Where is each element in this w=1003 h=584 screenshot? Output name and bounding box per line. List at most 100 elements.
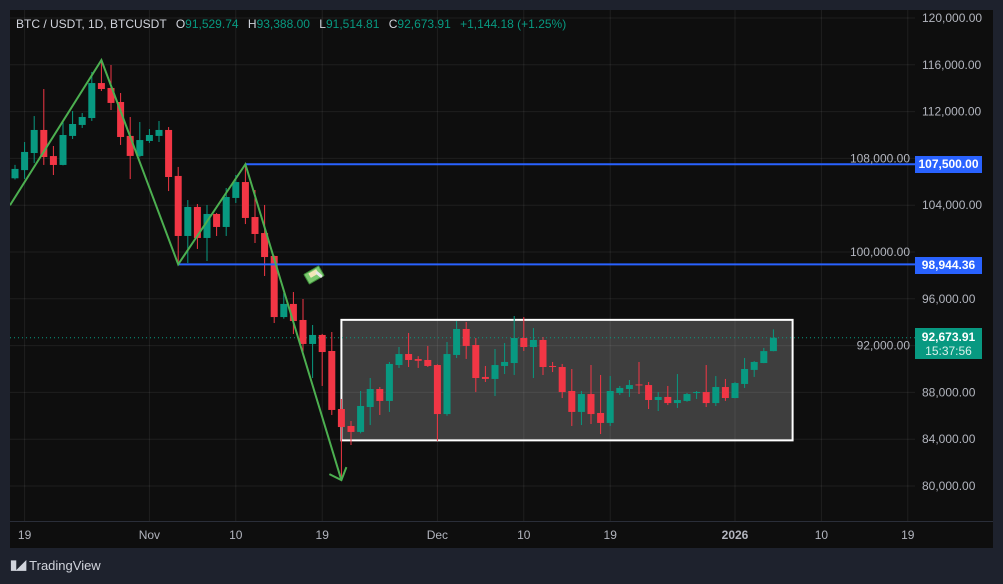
candle-body: [721, 387, 729, 399]
candle-body: [424, 359, 432, 366]
candle-body: [126, 135, 134, 156]
candle-body: [520, 337, 528, 348]
candle-body: [529, 339, 537, 348]
candle-body: [357, 405, 365, 432]
logo-text: TradingView: [29, 557, 101, 573]
candle-body: [741, 369, 749, 384]
candle-body: [587, 394, 595, 415]
candle-body: [11, 168, 19, 179]
candle-body: [539, 339, 547, 368]
candle-body: [385, 363, 393, 401]
candle-body: [347, 425, 355, 432]
candle-body: [40, 129, 48, 157]
candle-body: [232, 182, 240, 198]
tradingview-logo-icon: ▮◢: [10, 557, 26, 572]
candle-body: [606, 390, 614, 423]
change-value: +1,144.18 (+1.25%): [460, 17, 567, 31]
price-axis-label: 116,000.00: [922, 58, 981, 72]
range-box-fill: [341, 319, 793, 441]
candle-body: [481, 376, 489, 379]
tradingview-logo[interactable]: ▮◢ TradingView: [10, 557, 101, 573]
candle-body: [760, 351, 768, 364]
time-axis-label: Dec: [427, 528, 448, 542]
candle-body: [251, 217, 259, 234]
price-axis-label: 112,000.00: [922, 105, 981, 119]
high-value: 93,388.00: [256, 17, 310, 31]
candle-body: [491, 365, 499, 379]
candle-body: [21, 151, 29, 171]
candle-body: [145, 135, 153, 141]
candle-body: [309, 334, 317, 344]
candle-body: [193, 206, 201, 238]
candle-body: [712, 387, 720, 404]
candle-body: [635, 384, 643, 386]
candle-body: [69, 124, 77, 136]
candle-body: [683, 394, 691, 401]
candle-body: [97, 83, 105, 90]
candle-body: [693, 392, 701, 394]
candle-body: [501, 361, 509, 366]
last-price-tag: 92,673.91 15:37:56: [915, 328, 982, 359]
candle-body: [117, 102, 125, 137]
chart-panel[interactable]: 80,000.00 84,000.00 88,000.00 92,000.00 96,0…: [10, 10, 993, 548]
candle-body: [203, 213, 211, 238]
candle-body: [510, 337, 518, 364]
price-axis-label: 84,000.00: [922, 432, 976, 446]
open-value: 91,529.74: [185, 17, 239, 31]
candle-body: [376, 389, 384, 401]
candle-body: [88, 83, 96, 119]
price-axis-label: 120,000.00: [922, 11, 982, 25]
candle-body: [107, 87, 115, 103]
zigzag-line: [10, 57, 343, 481]
price-chart[interactable]: 80,000.00 84,000.00 88,000.00 92,000.00 96,0…: [10, 10, 993, 548]
price-axis-label: 96,000.00: [922, 292, 976, 306]
close-label: C: [388, 17, 398, 31]
candle-body: [673, 400, 681, 404]
candle-body: [453, 328, 461, 355]
candle-body: [280, 303, 288, 318]
time-axis-label: Nov: [139, 528, 160, 542]
candle-body: [337, 409, 345, 428]
candle-body: [49, 156, 57, 165]
candle-body: [174, 175, 182, 236]
candle-body: [443, 354, 451, 415]
candle-body: [289, 303, 297, 322]
symbol-label[interactable]: BTC / USDT, 1D, BTCUSDT: [16, 17, 167, 31]
candle-body: [59, 135, 67, 165]
candle-body: [30, 129, 38, 154]
candle-body: [414, 359, 422, 361]
candle-body: [270, 255, 278, 318]
candle-body: [241, 182, 249, 218]
candle-body: [78, 116, 86, 125]
candle-body: [366, 389, 374, 408]
candle-body: [645, 385, 653, 401]
price-axis-label: 92,000.00: [857, 339, 911, 353]
price-axis-label: 108,000.00: [850, 151, 910, 165]
candle-body: [616, 387, 624, 393]
time-axis-label: 19: [901, 528, 915, 542]
candle-body: [625, 385, 633, 390]
legend-header: BTC / USDT, 1D, BTCUSDT O91,529.74 H93,3…: [16, 17, 566, 31]
candle-body: [184, 206, 192, 236]
bar-countdown: 15:37:56: [925, 344, 972, 358]
candle-body: [261, 233, 269, 258]
close-value: 92,673.91: [397, 17, 451, 31]
candle-body: [165, 129, 173, 178]
candle-body: [433, 365, 441, 415]
candle-body: [328, 350, 336, 410]
zigzag-arrowhead: [328, 466, 348, 482]
candle-body: [769, 337, 777, 352]
time-axis-label: 2026: [722, 528, 749, 542]
candle-body: [472, 345, 480, 379]
candle-body: [664, 396, 672, 404]
money-with-wings-icon[interactable]: [303, 265, 325, 285]
range-box-border: [340, 318, 794, 442]
time-axis-label: 10: [229, 528, 243, 542]
candle-body: [462, 328, 470, 346]
candle-body: [750, 361, 758, 370]
time-axis-label: 19: [18, 528, 32, 542]
price-axis-label: 80,000.00: [922, 479, 976, 493]
candle-body: [213, 213, 221, 227]
time-axis-label: 19: [604, 528, 618, 542]
price-axis-label: 104,000.00: [922, 198, 982, 212]
